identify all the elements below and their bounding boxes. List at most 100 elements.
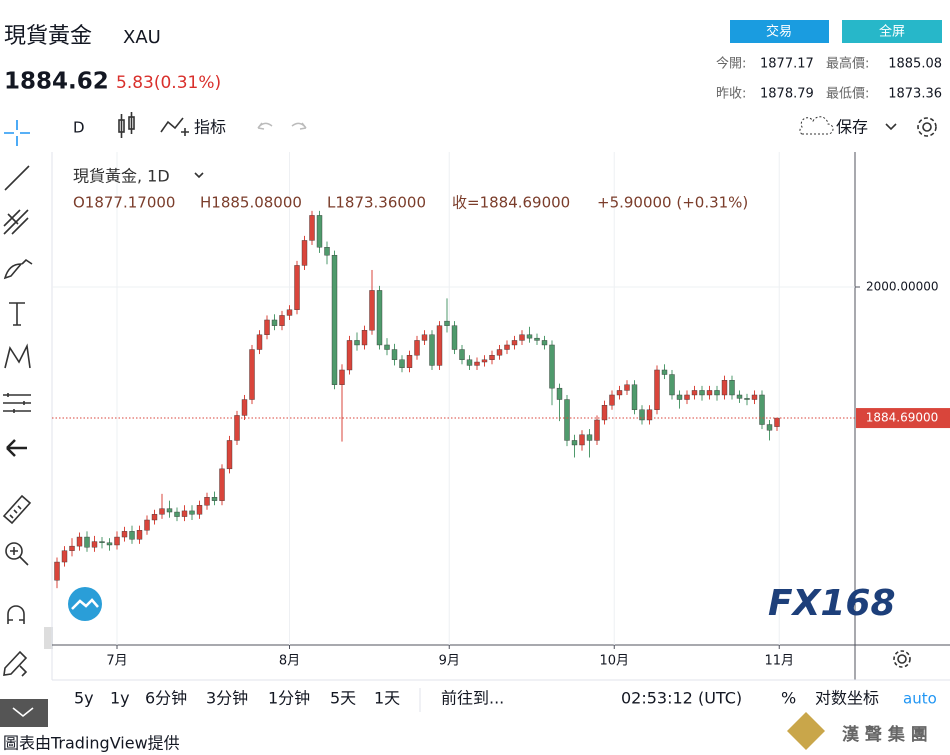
ohlc-value: 收=1884.69000 (452, 194, 570, 212)
candle-body (564, 399, 570, 441)
range-button[interactable]: 1天 (374, 689, 400, 708)
pattern[interactable] (4, 343, 31, 369)
tradingview-logo-mark (71, 598, 99, 610)
candle-body (196, 505, 203, 515)
candle-body (519, 334, 525, 341)
ruler[interactable] (2, 494, 32, 525)
candle-body (594, 419, 600, 441)
candle-body (586, 434, 593, 441)
range-button[interactable]: 1分钟 (268, 689, 310, 708)
stat-value: 1873.36 (888, 87, 942, 102)
candle-body (166, 508, 173, 513)
cloud-icon[interactable] (799, 116, 834, 135)
candle-body (691, 390, 698, 396)
range-button[interactable]: 3分钟 (206, 689, 248, 708)
stat-label: 最高價: (826, 56, 869, 72)
candle-body (661, 369, 668, 375)
collapse-arrow[interactable] (12, 707, 34, 718)
candle-body (669, 374, 675, 396)
candle-body (444, 320, 450, 326)
magnet[interactable] (7, 605, 25, 624)
legend-menu[interactable] (194, 172, 204, 179)
candle-icon[interactable] (118, 112, 135, 138)
trade-button[interactable] (730, 20, 829, 43)
candle-body (624, 384, 630, 391)
candle-body (751, 394, 758, 400)
left-toolbar (0, 120, 53, 727)
trend-line[interactable] (4, 165, 30, 191)
candle-body (294, 265, 300, 310)
save-menu[interactable] (885, 123, 897, 131)
candle-body (174, 511, 180, 517)
candle-body (219, 468, 225, 501)
candle-body (714, 390, 720, 396)
fx168-logo: FX168 (768, 583, 896, 624)
range-button[interactable]: 5天 (330, 689, 356, 708)
candle-body (481, 359, 488, 363)
goto[interactable]: 前往到... (441, 689, 504, 708)
candle-body (421, 334, 428, 341)
x-tick-label: 7月 (106, 654, 127, 669)
price-label-box (856, 408, 950, 429)
text-tool[interactable] (9, 302, 25, 326)
candle-body (226, 440, 233, 470)
trade-label[interactable]: 交易 (766, 24, 792, 40)
undo[interactable] (257, 122, 273, 130)
range-button[interactable]: 1y (110, 689, 130, 708)
range-bar: 5y 1y 6分钟 3分钟 1分钟 5天 1天 (74, 689, 400, 708)
candle-body (609, 394, 615, 406)
candle-body (616, 390, 623, 396)
candle-body (241, 399, 248, 416)
candle-body (729, 380, 735, 396)
candle-body (721, 380, 728, 396)
stat-value: 1877.17 (760, 57, 814, 72)
hide-panel[interactable] (6, 439, 27, 457)
settings-icon[interactable] (917, 117, 937, 137)
candle-body (114, 536, 120, 546)
scroll-thumb[interactable] (44, 627, 53, 649)
fib[interactable] (3, 209, 29, 235)
crosshair[interactable] (4, 120, 30, 146)
redo[interactable] (291, 122, 307, 130)
candle-body (436, 325, 443, 366)
candle-body (744, 398, 750, 400)
fullscreen-label[interactable]: 全屏 (879, 24, 905, 40)
ohlc-value: L1873.36000 (327, 194, 426, 212)
candle-body (181, 510, 188, 517)
brush[interactable] (3, 258, 33, 280)
ohlc-change: +5.90000 (+0.31%) (597, 194, 748, 212)
candle-body (391, 349, 398, 360)
candle-body (466, 359, 473, 366)
candle-body (159, 508, 165, 515)
percent-toggle[interactable]: % (781, 689, 796, 708)
candle-body (534, 337, 540, 341)
indicator-icon[interactable] (160, 117, 189, 136)
collapse-button[interactable] (0, 699, 48, 727)
candle-body (151, 514, 158, 521)
prediction[interactable] (3, 393, 31, 413)
interval[interactable]: D (73, 119, 85, 137)
range-button[interactable]: 6分钟 (145, 689, 187, 708)
candle-body (54, 561, 60, 581)
hansheng-text: 漢 聲 集 團 (842, 724, 928, 745)
candle-body (684, 394, 690, 400)
auto-toggle[interactable]: auto (903, 690, 937, 708)
lock-draw[interactable] (3, 650, 28, 677)
indicators[interactable]: 指标 (194, 118, 226, 137)
candle-body (399, 359, 405, 368)
y-tick-label: 2000.00000 (866, 280, 939, 294)
zoom[interactable] (5, 542, 29, 566)
save[interactable]: 保存 (836, 118, 868, 137)
candle-body (369, 290, 375, 331)
candle-body (504, 344, 510, 350)
candle-body (61, 550, 68, 563)
candle-body (376, 290, 383, 346)
candle-body (279, 315, 285, 326)
candle-body (99, 541, 105, 543)
range-button[interactable]: 5y (74, 689, 94, 708)
change: 5.83(0.31%) (116, 73, 221, 93)
fullscreen-button[interactable] (842, 20, 942, 43)
axis-settings[interactable] (893, 650, 911, 668)
log-toggle[interactable]: 对数坐标 (815, 689, 879, 708)
footer: 圖表由TradingView提供 (3, 734, 180, 753)
